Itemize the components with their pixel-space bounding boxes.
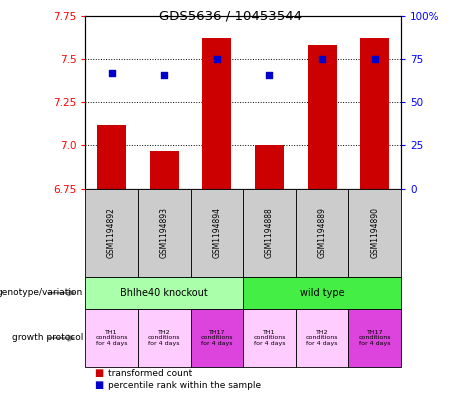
Text: GSM1194889: GSM1194889 (318, 208, 327, 258)
Bar (243, 309, 296, 367)
Bar (243, 189, 296, 277)
Text: GSM1194892: GSM1194892 (107, 208, 116, 258)
Bar (349, 189, 401, 277)
Text: ■: ■ (95, 368, 104, 378)
Text: transformed count: transformed count (108, 369, 193, 378)
Bar (85, 277, 243, 309)
Bar (296, 189, 349, 277)
Bar (138, 309, 190, 367)
Bar (307, 45, 337, 189)
Text: percentile rank within the sample: percentile rank within the sample (108, 381, 261, 389)
Text: GSM1194894: GSM1194894 (213, 208, 221, 258)
Bar (202, 38, 231, 189)
Bar (138, 189, 190, 277)
Point (266, 72, 273, 78)
Text: wild type: wild type (300, 288, 344, 298)
Text: TH1
conditions
for 4 days: TH1 conditions for 4 days (95, 330, 128, 346)
Point (213, 56, 220, 62)
Text: TH17
conditions
for 4 days: TH17 conditions for 4 days (359, 330, 391, 346)
Point (319, 56, 326, 62)
Text: TH2
conditions
for 4 days: TH2 conditions for 4 days (148, 330, 180, 346)
Bar (85, 189, 138, 277)
Text: GSM1194888: GSM1194888 (265, 208, 274, 258)
Text: GSM1194890: GSM1194890 (370, 208, 379, 258)
Text: ■: ■ (95, 380, 104, 390)
Point (108, 70, 115, 76)
Text: TH17
conditions
for 4 days: TH17 conditions for 4 days (201, 330, 233, 346)
Text: Bhlhe40 knockout: Bhlhe40 knockout (120, 288, 208, 298)
Text: TH2
conditions
for 4 days: TH2 conditions for 4 days (306, 330, 338, 346)
Bar (255, 145, 284, 189)
Bar (361, 38, 389, 189)
Text: GSM1194893: GSM1194893 (160, 208, 169, 258)
Point (160, 72, 168, 78)
Text: growth protocol: growth protocol (12, 334, 83, 342)
Text: genotype/variation: genotype/variation (0, 288, 83, 297)
Bar (349, 309, 401, 367)
Text: TH1
conditions
for 4 days: TH1 conditions for 4 days (253, 330, 286, 346)
Bar (243, 277, 401, 309)
Bar (296, 309, 349, 367)
Bar (190, 309, 243, 367)
Bar (190, 189, 243, 277)
Point (371, 56, 378, 62)
Bar (150, 151, 179, 189)
Bar (97, 125, 126, 189)
Text: GDS5636 / 10453544: GDS5636 / 10453544 (159, 10, 302, 23)
Bar (85, 309, 138, 367)
